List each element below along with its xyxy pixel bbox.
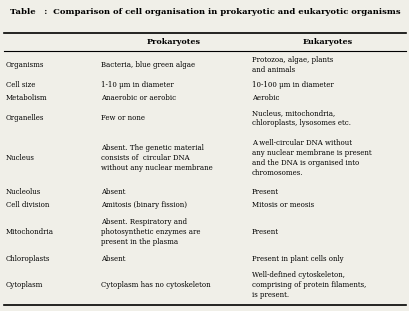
Text: Present: Present [251,188,278,196]
Text: Anaerobic or aerobic: Anaerobic or aerobic [101,94,176,102]
Text: Bacteria, blue green algae: Bacteria, blue green algae [101,61,195,69]
Text: Absent: Absent [101,255,125,262]
Text: Metabolism: Metabolism [6,94,47,102]
Text: 1-10 μm in diameter: 1-10 μm in diameter [101,81,173,89]
Text: Present in plant cells only: Present in plant cells only [251,255,342,262]
Text: Cell size: Cell size [6,81,35,89]
Text: Mitosis or meosis: Mitosis or meosis [251,201,313,209]
Text: Amitosis (binary fission): Amitosis (binary fission) [101,201,187,209]
Text: A well-circular DNA without
any nuclear membrane is present
and the DNA is organ: A well-circular DNA without any nuclear … [251,139,371,177]
Text: Nucleus: Nucleus [6,154,34,162]
Text: Absent: Absent [101,188,125,196]
Text: Well-defined cytoskeleton,
comprising of protein filaments,
is present.: Well-defined cytoskeleton, comprising of… [251,271,365,299]
Text: Organelles: Organelles [6,114,44,122]
Text: Absent. Respiratory and
photosynthetic enzymes are
present in the plasma: Absent. Respiratory and photosynthetic e… [101,218,200,246]
Text: Chloroplasts: Chloroplasts [6,255,50,262]
Text: Cell division: Cell division [6,201,49,209]
Text: Absent. The genetic material
consists of  circular DNA
without any nuclear membr: Absent. The genetic material consists of… [101,144,212,172]
Text: Nucleolus: Nucleolus [6,188,41,196]
Text: Nucleus, mitochondria,
chloroplasts, lysosomes etc.: Nucleus, mitochondria, chloroplasts, lys… [251,109,350,127]
Text: Mitochondria: Mitochondria [6,228,54,236]
Text: Protozoa, algae, plants
and animals: Protozoa, algae, plants and animals [251,56,332,74]
Text: Eukaryotes: Eukaryotes [302,38,352,46]
Text: Aerobic: Aerobic [251,94,279,102]
Text: Few or none: Few or none [101,114,145,122]
Text: Present: Present [251,228,278,236]
Text: Organisms: Organisms [6,61,44,69]
Text: Cytoplasm: Cytoplasm [6,281,43,289]
Text: Prokaryotes: Prokaryotes [146,38,200,46]
Text: Cytoplasm has no cytoskeleton: Cytoplasm has no cytoskeleton [101,281,210,289]
Text: Table   :  Comparison of cell organisation in prokaryotic and eukaryotic organis: Table : Comparison of cell organisation … [10,8,399,16]
Text: 10-100 μm in diameter: 10-100 μm in diameter [251,81,333,89]
